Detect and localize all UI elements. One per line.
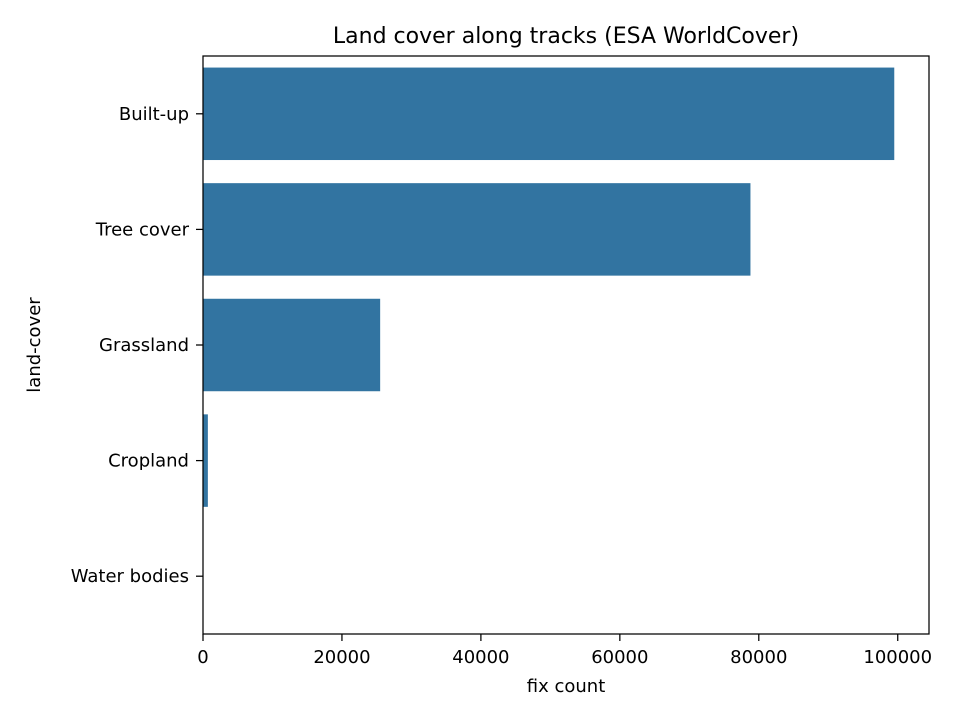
y-tick-label-cropland: Cropland	[108, 451, 189, 472]
x-axis-ticks: 0 20000 40000 60000 80000 100000	[197, 634, 932, 668]
x-tick-label: 40000	[452, 647, 509, 668]
x-tick-label: 0	[197, 647, 208, 668]
y-axis-ticks: Built-up Tree cover Grassland Cropland Water…	[71, 104, 203, 587]
bar-grassland	[203, 298, 381, 392]
chart-title: Land cover along tracks (ESA WorldCover)	[333, 24, 799, 49]
x-axis-label: fix count	[527, 676, 606, 697]
plot-frame	[202, 55, 930, 635]
x-tick-label: 100000	[863, 647, 932, 668]
y-tick-label-tree-cover: Tree cover	[95, 219, 190, 240]
y-tick-label-grassland: Grassland	[99, 335, 189, 356]
bar-tree-cover	[203, 183, 751, 276]
bar-cropland	[203, 414, 208, 507]
bars-group	[203, 67, 895, 507]
y-axis-label: land-cover	[24, 297, 45, 393]
x-tick-label: 80000	[730, 647, 787, 668]
y-tick-label-built-up: Built-up	[119, 104, 189, 125]
x-tick-label: 60000	[591, 647, 648, 668]
bar-built-up	[203, 67, 895, 161]
y-tick-label-water-bodies: Water bodies	[71, 566, 189, 587]
x-tick-label: 20000	[313, 647, 370, 668]
